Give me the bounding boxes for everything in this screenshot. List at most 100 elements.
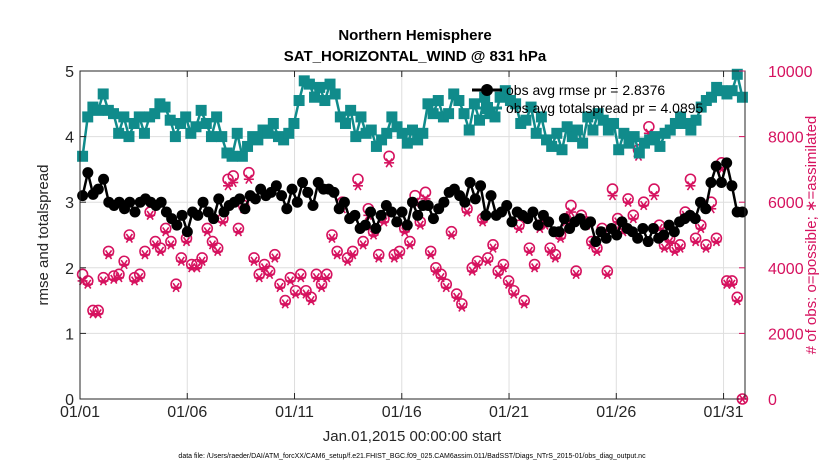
spread-point [350,131,362,143]
obs-possible-point [123,229,136,241]
obs-possible-point [232,222,245,235]
obs-assimilated-point [446,230,457,240]
obs-possible-point [684,173,697,186]
spread-point [432,95,444,107]
obs-possible-point [700,239,712,251]
obs-assimilated-point [155,246,166,257]
obs-assimilated-point [254,272,265,283]
obs-assimilated-point [217,217,228,227]
spread-point [479,91,491,103]
obs-possible-point [170,278,182,291]
obs-possible-point [731,291,744,304]
spread-point [489,111,501,123]
rmse-point [386,206,398,218]
spread-point [283,127,295,139]
rmse-point [276,190,288,202]
obs-assimilated-point [176,256,187,266]
asterisk-stroke [125,233,134,244]
spread-point [324,78,336,90]
spread-point [339,117,351,129]
spread-point [592,108,604,120]
asterisk-stroke [104,249,113,260]
asterisk-stroke [520,299,528,309]
spread-point [118,111,130,123]
chart-subtitle: SAT_HORIZONTAL_WIND @ 831 hPa [284,48,547,65]
obs-possible-point [637,196,650,208]
rmse-point [558,213,570,225]
obs-assimilated-point [332,249,343,260]
asterisk-stroke [525,246,534,257]
rmse-point [668,226,680,238]
asterisk-stroke [291,289,300,299]
obs-assimilated-point [628,213,639,224]
obs-assimilated-point [441,282,452,293]
rmse-point [642,236,654,248]
obs-possible-point [159,222,172,235]
spread-point [288,117,300,129]
obs-assimilated-point [290,289,301,299]
obs-assimilated-point [326,233,337,244]
obs-possible-point [263,265,276,277]
asterisk-stroke [120,259,128,270]
obs-assimilated-point [462,207,473,217]
rmse-point [475,180,487,192]
asterisk-stroke [515,223,523,234]
asterisk-stroke [234,226,243,237]
chart-title: Northern Hemisphere [338,27,491,44]
obs-possible-point [648,183,660,195]
rmse-point [181,226,193,238]
rmse-point [270,180,282,192]
asterisk-stroke [281,299,289,309]
asterisk-stroke [546,246,554,257]
asterisk-stroke [551,253,560,263]
obs-assimilated-point [607,190,618,201]
asterisk-stroke [473,259,482,270]
asterisk-stroke [208,240,217,250]
spread-point [205,131,217,143]
obs-assimilated-point [269,253,280,263]
spread-point [736,91,748,103]
asterisk-stroke [354,181,362,191]
rmse-point [291,196,303,208]
asterisk-stroke [686,181,695,191]
rmse-point [637,222,649,234]
asterisk-stroke [406,240,414,250]
obs-assimilated-point [685,181,696,191]
obs-assimilated-point [103,249,114,260]
asterisk-stroke [156,246,165,257]
data-file-footnote: data file: /Users/raeder/DAI/ATM_forcXX/… [178,453,646,460]
obs-assimilated-point [347,249,358,260]
y2-tick-label: 4000 [768,261,804,278]
obs-assimilated-point [93,308,104,319]
spread-point [695,101,707,113]
obs-assimilated-point [695,223,706,234]
obs-possible-point [269,248,281,261]
spread-point [113,127,125,139]
spread-point [128,117,140,129]
rmse-point [412,209,424,221]
rmse-point [647,222,659,234]
asterisk-stroke [99,276,108,286]
asterisk-stroke [380,217,388,227]
obs-assimilated-point [113,272,124,283]
y-tick-label: 4 [65,130,74,147]
asterisk-stroke [499,263,508,273]
spread-point [530,127,542,139]
spread-point [231,127,243,139]
spread-point [546,140,558,152]
obs-assimilated-point [436,272,447,283]
spread-point [329,88,341,100]
rmse-point [464,177,476,189]
rmse-point [715,177,727,189]
x-tick-label: 01/26 [596,404,636,421]
obs-possible-point [565,199,577,212]
obs-possible-point [508,284,520,297]
asterisk-stroke [437,272,445,283]
obs-assimilated-point [711,236,722,247]
y-tick-label: 2 [65,261,74,278]
obs-possible-point [102,245,115,258]
asterisk-stroke [162,226,170,237]
obs-possible-point [175,252,188,264]
spread-point [453,95,465,107]
spread-point [319,95,331,107]
